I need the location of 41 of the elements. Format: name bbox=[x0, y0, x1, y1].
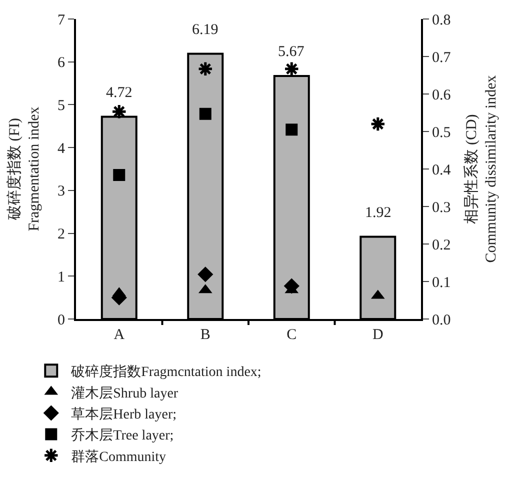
data-label: 5.67 bbox=[278, 44, 305, 60]
y2-tick-label: 0.4 bbox=[432, 162, 452, 178]
y2-tick-label: 0.7 bbox=[432, 50, 452, 66]
y2-tick-label: 0.1 bbox=[432, 274, 451, 291]
y2-tick-label: 0.8 bbox=[432, 12, 451, 28]
point bbox=[284, 278, 300, 294]
data-label: 1.92 bbox=[365, 205, 392, 221]
point bbox=[113, 169, 126, 181]
x-tick-label: D bbox=[372, 327, 384, 343]
x-tick-label: C bbox=[286, 327, 297, 343]
y-tick-label: 5 bbox=[58, 98, 65, 114]
point bbox=[199, 108, 212, 120]
y-tick-label: 4 bbox=[58, 140, 66, 157]
point bbox=[370, 116, 386, 132]
y-tick-label: 2 bbox=[58, 226, 65, 243]
point bbox=[111, 104, 127, 120]
point bbox=[286, 124, 298, 136]
y-tick-label: 7 bbox=[58, 12, 66, 28]
y2-tick-label: 0.6 bbox=[432, 87, 452, 104]
y2-tick-label: 0.2 bbox=[432, 237, 451, 254]
y2-axis-title: 相异性系数 (CD) Community dissimilarity index bbox=[462, 74, 500, 263]
y-tick-label: 1 bbox=[58, 269, 65, 286]
y-tick-label: 0 bbox=[58, 312, 65, 328]
legend-label: 草本层Herb layer; bbox=[71, 406, 177, 422]
legend-label: 破碎度指数Fragmcntation index; bbox=[70, 364, 262, 380]
point bbox=[198, 266, 214, 282]
y2-tick-label: 0.5 bbox=[432, 124, 451, 141]
y-axis-title: 破碎度指数 (FI) Fragmentation index bbox=[6, 106, 42, 232]
legend-label: 群落Community bbox=[71, 448, 166, 465]
y-tick-label: 3 bbox=[58, 184, 65, 200]
y2-tick-label: 0.3 bbox=[432, 200, 451, 216]
x-tick-label: B bbox=[200, 327, 210, 343]
y-tick-label: 6 bbox=[58, 55, 66, 72]
x-tick-label: A bbox=[114, 327, 125, 343]
data-label: 4.72 bbox=[106, 85, 132, 101]
legend-label: 乔木层Tree layer; bbox=[71, 428, 174, 444]
point bbox=[284, 61, 300, 77]
data-label: 6.19 bbox=[192, 22, 218, 38]
legend-label: 灌木层Shrub layer bbox=[71, 385, 178, 402]
point bbox=[198, 61, 214, 77]
y2-tick-label: 0.0 bbox=[432, 312, 451, 328]
